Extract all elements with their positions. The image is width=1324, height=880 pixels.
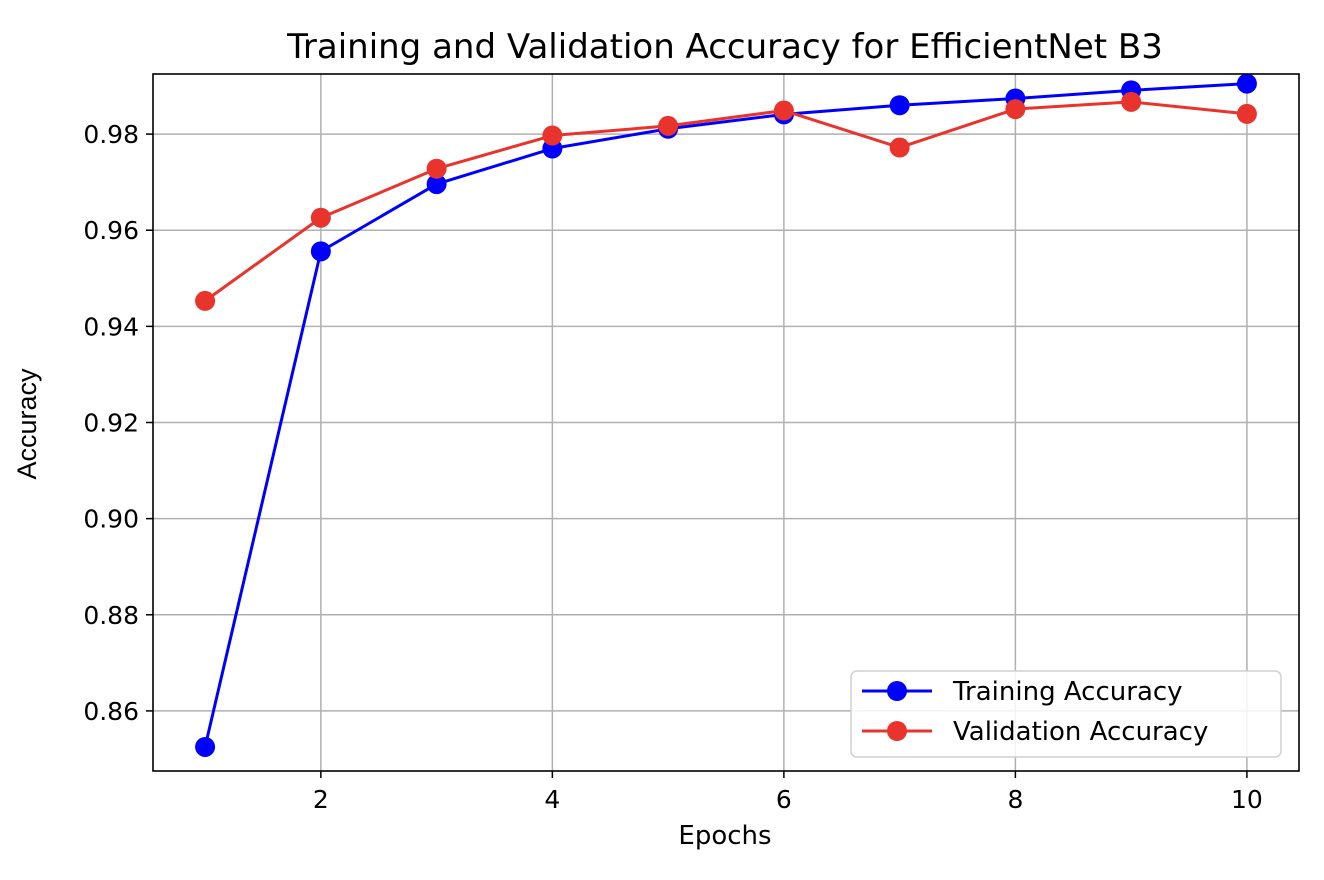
- y-tick-label: 0.88: [83, 601, 139, 630]
- data-point-validation: [195, 290, 216, 311]
- x-tick-label: 6: [776, 785, 792, 814]
- y-tick-label: 0.90: [83, 505, 139, 534]
- data-point-validation: [1236, 103, 1257, 124]
- legend-marker-training: [887, 681, 907, 701]
- legend-item-validation: Validation Accuracy: [862, 717, 1208, 747]
- grid-lines: [153, 74, 1299, 771]
- data-point-validation: [310, 207, 331, 228]
- series-line-training: [203, 82, 1247, 748]
- legend-marker-validation: [887, 721, 907, 741]
- data-point-training: [195, 736, 216, 757]
- legend: Training Accuracy Validation Accuracy: [850, 670, 1282, 758]
- legend-label-training: Training Accuracy: [952, 677, 1183, 707]
- data-point-training: [889, 95, 910, 116]
- data-point-validation: [542, 125, 563, 146]
- x-tick-label: 10: [1231, 785, 1263, 814]
- data-point-validation: [658, 115, 679, 136]
- y-axis-label: Accuracy: [12, 368, 42, 480]
- data-point-validation: [773, 100, 794, 121]
- y-tick-label: 0.94: [83, 312, 139, 341]
- data-point-validation: [1121, 91, 1142, 112]
- y-tick-label: 0.96: [83, 216, 139, 245]
- y-tick-label: 0.92: [83, 409, 139, 438]
- data-point-training: [426, 174, 447, 195]
- y-tick-label: 0.86: [83, 697, 139, 726]
- x-tick-label: 8: [1007, 785, 1023, 814]
- legend-label-validation: Validation Accuracy: [953, 717, 1208, 747]
- y-tick-label: 0.98: [83, 120, 139, 149]
- axis-ticks: 2 4 6 8 10 0.86 0.88 0.90 0.92 0.94 0.96 0.98: [83, 120, 1262, 814]
- chart-title: Training and Validation Accuracy for Eff…: [286, 27, 1163, 67]
- legend-box: [850, 670, 1282, 758]
- x-axis-label: Epochs: [678, 821, 771, 851]
- series-validation: [195, 91, 1257, 311]
- data-point-training: [1236, 73, 1257, 94]
- x-tick-label: 4: [544, 785, 560, 814]
- series-line-validation: [204, 100, 1248, 303]
- legend-item-training: Training Accuracy: [862, 677, 1183, 707]
- series-layer: [195, 73, 1257, 757]
- data-point-training: [310, 241, 331, 262]
- data-point-validation: [1005, 99, 1026, 120]
- data-point-validation: [889, 137, 910, 158]
- x-tick-label: 2: [313, 785, 329, 814]
- data-point-validation: [426, 158, 447, 179]
